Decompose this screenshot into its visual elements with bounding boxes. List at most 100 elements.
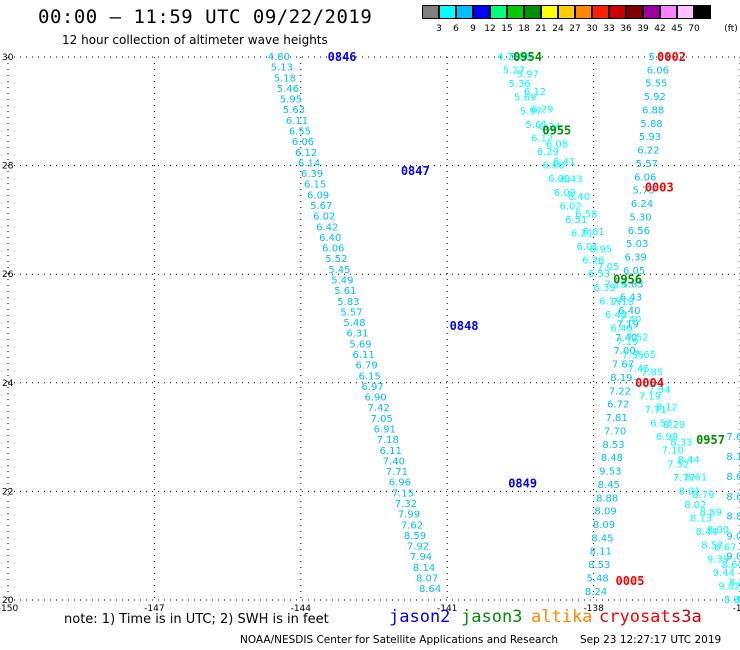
x-tick-label: -144 (291, 604, 312, 614)
wave-height-label: 6.02 (559, 201, 581, 212)
wave-height-label: 6.09 (554, 188, 576, 199)
wave-height-label: 8.45 (591, 533, 613, 544)
wave-height-label: 6.22 (637, 146, 659, 157)
wave-height-label: 8.64 (726, 492, 740, 503)
wave-height-label: 6.12 (531, 133, 553, 144)
color-scale-swatch (558, 5, 575, 19)
wave-height-label: 9.00 (736, 595, 740, 606)
x-tick-label: -141 (437, 604, 457, 614)
color-scale-label: 42 (654, 24, 666, 34)
wave-height-label: 8.79 (692, 490, 714, 501)
wave-height-label: 7.15 (392, 488, 414, 499)
wave-height-label: 7.85 (641, 367, 663, 378)
wave-height-label: 7.19 (604, 280, 626, 291)
wave-height-label: 8.89 (700, 507, 722, 518)
wave-height-label: 4.75 (497, 52, 519, 63)
color-scale-swatch (660, 5, 677, 19)
wave-height-label: 7.42 (368, 403, 390, 414)
wave-height-label: 7.62 (401, 520, 423, 531)
wave-height-label: 8.09 (594, 507, 616, 518)
wave-height-label: 7.92 (407, 542, 429, 553)
wave-height-label: 5.48 (586, 573, 608, 584)
wave-height-label: 8.67 (714, 542, 736, 553)
color-scale-swatch (592, 5, 609, 19)
wave-height-label: 5.48 (343, 318, 365, 329)
wave-height-label: 8.07 (416, 573, 438, 584)
wave-height-label: 7.18 (612, 297, 634, 308)
wave-height-label: 5.95 (280, 95, 302, 106)
wave-height-label: 7.10 (662, 446, 684, 457)
wave-height-label: 6.08 (542, 161, 564, 172)
chart-title: 00:00 – 11:59 UTC 09/22/2019 (38, 6, 373, 28)
wave-height-label: 6.29 (531, 105, 553, 116)
color-scale-label: 45 (671, 24, 683, 34)
color-scale-swatch (490, 5, 507, 19)
wave-height-label: 8.64 (722, 560, 740, 571)
x-tick-label: -147 (144, 604, 164, 614)
wave-height-label: 6.29 (537, 147, 559, 158)
wave-height-label: 5.83 (337, 297, 359, 308)
wave-height-label: 7.61 (633, 378, 655, 389)
wave-height-label: 6.09 (307, 190, 329, 201)
wave-height-label: 7.40 (615, 333, 637, 344)
wave-height-label: 6.43 (620, 293, 642, 304)
y-tick-label: 28 (2, 162, 14, 172)
x-tick-label: -138 (583, 604, 604, 614)
wave-height-label: 7.19 (639, 391, 661, 402)
color-scale-label: 21 (535, 24, 547, 34)
wave-height-label: 6.96 (389, 478, 411, 489)
x-tick-label: -150 (0, 604, 18, 614)
color-scale-swatch (507, 5, 524, 19)
wave-height-label: 7.19 (617, 319, 639, 330)
wave-height-label: 7.52 (626, 332, 648, 343)
color-scale-swatch (677, 5, 694, 19)
wave-height-label: 8.53 (602, 440, 624, 451)
wave-height-label: 6.98 (656, 432, 678, 443)
wave-height-label: 6.61 (582, 227, 604, 238)
wave-height-label: 5.55 (645, 79, 667, 90)
wave-height-label: 8.61 (685, 472, 707, 483)
wave-height-label: 8.15 (726, 452, 740, 463)
wave-height-label: 6.05 (623, 266, 645, 277)
wave-height-label: 6.11 (380, 446, 402, 457)
wave-height-label: 6.90 (365, 393, 387, 404)
color-scale-swatch (473, 5, 490, 19)
wave-height-label: 8.33 (670, 437, 692, 448)
wave-height-label: 6.55 (289, 126, 311, 137)
pass-time-label: 0954 (513, 50, 542, 64)
wave-height-label: 6.14 (298, 158, 320, 169)
color-scale-label: 36 (620, 24, 632, 34)
color-scale-label: 9 (470, 24, 476, 34)
color-scale-label: 24 (552, 24, 564, 34)
pass-time-label: 0002 (657, 50, 686, 64)
wave-height-label: 8.44 (678, 455, 700, 466)
wave-height-label: 8.19 (610, 373, 632, 384)
wave-height-label: 7.18 (377, 435, 399, 446)
wave-height-label: 7.70 (604, 426, 626, 437)
satellite-legend-cryosat: cryosat (599, 607, 671, 627)
color-scale-swatch (643, 5, 660, 19)
wave-height-label: 8.13 (690, 514, 712, 525)
wave-height-label: 6.39 (594, 283, 616, 294)
wave-height-label: 6.39 (625, 253, 647, 264)
credit-text: NOAA/NESDIS Center for Satellite Applica… (240, 634, 558, 646)
pass-time-label: 0848 (450, 319, 479, 333)
wave-height-label: 7.22 (609, 386, 631, 397)
wave-height-label: 8.67 (726, 472, 740, 483)
color-scale-swatch (439, 5, 456, 19)
y-tick-label: 30 (2, 53, 14, 63)
wave-height-label: 5.97 (517, 70, 539, 81)
satellite-legend-s3a: s3a (671, 607, 702, 627)
wave-height-label: 8.09 (593, 520, 615, 531)
pass-time-label: 0847 (401, 164, 430, 178)
wave-height-label: 6.06 (322, 244, 344, 255)
color-scale-swatch (694, 5, 711, 19)
pass-time-label: 0004 (635, 376, 664, 390)
wave-height-label: 6.72 (607, 400, 629, 411)
wave-height-label: 5.63 (621, 279, 643, 290)
wave-height-label: 6.58 (575, 210, 597, 221)
wave-height-label: 9.02 (718, 581, 740, 592)
wave-height-label: 6.06 (292, 137, 314, 148)
color-scale-label: 70 (688, 24, 700, 34)
wave-height-label: 6.09 (548, 174, 570, 185)
